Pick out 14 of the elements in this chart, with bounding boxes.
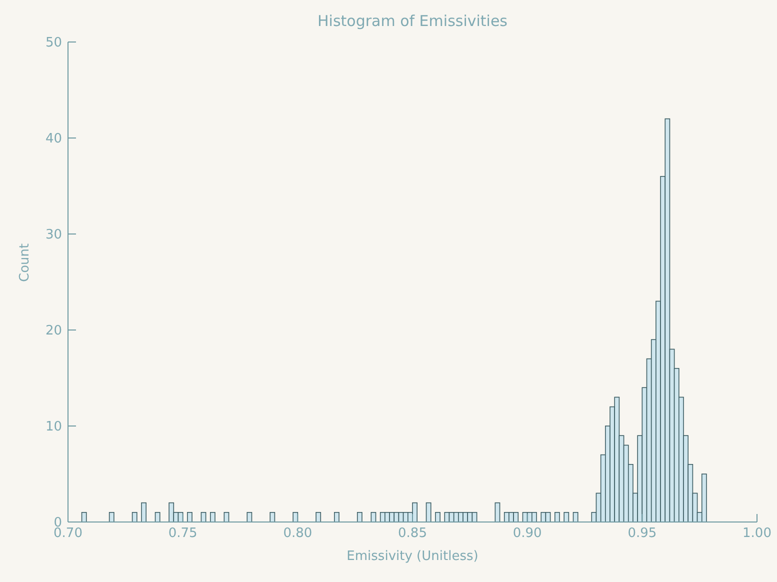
y-tick-label: 10 xyxy=(45,420,62,435)
x-tick-label: 0.85 xyxy=(398,526,427,542)
x-axis-title: Emissivity (Unitless) xyxy=(346,549,478,564)
x-tick-label: 1.00 xyxy=(742,526,772,542)
y-axis-title: Count xyxy=(18,243,33,282)
x-tick-label: 0.75 xyxy=(168,526,198,542)
y-tick-label: 20 xyxy=(45,324,62,339)
y-tick-label: 30 xyxy=(45,228,62,243)
chart-title: Histogram of Emissivities xyxy=(316,12,508,30)
x-tick-label: 0.95 xyxy=(628,526,657,542)
y-tick-label: 40 xyxy=(45,132,62,147)
x-tick-label: 0.90 xyxy=(512,526,542,542)
x-tick-label: 0.80 xyxy=(283,526,312,542)
y-tick-label: 50 xyxy=(45,36,62,51)
